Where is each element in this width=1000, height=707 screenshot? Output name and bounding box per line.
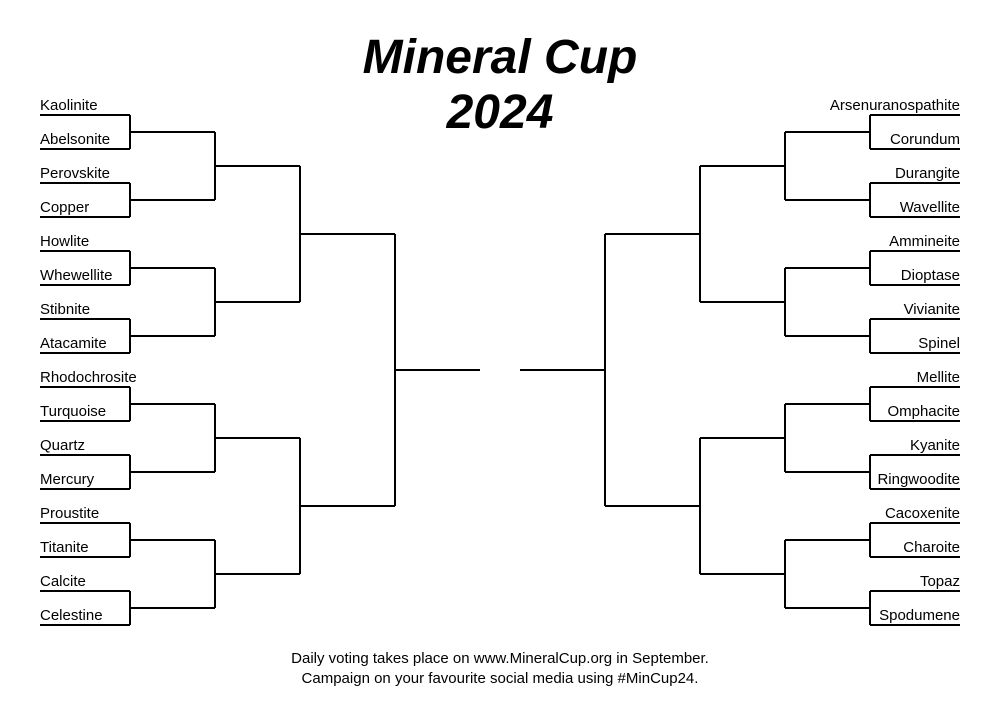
entry-left-13: Titanite bbox=[40, 539, 89, 556]
entry-left-9: Turquoise bbox=[40, 403, 106, 420]
entry-left-14: Calcite bbox=[40, 573, 86, 590]
entry-right-13: Charoite bbox=[903, 539, 960, 556]
footer-line-2: Campaign on your favourite social media … bbox=[0, 670, 1000, 687]
entry-left-3: Copper bbox=[40, 199, 89, 216]
entry-right-10: Kyanite bbox=[910, 437, 960, 454]
entry-left-6: Stibnite bbox=[40, 301, 90, 318]
footer-line-1: Daily voting takes place on www.MineralC… bbox=[0, 650, 1000, 667]
bracket-canvas: Mineral Cup 2024 Daily voting takes plac… bbox=[0, 0, 1000, 707]
entry-right-3: Wavellite bbox=[900, 199, 960, 216]
entry-right-15: Spodumene bbox=[879, 607, 960, 624]
entry-right-11: Ringwoodite bbox=[877, 471, 960, 488]
entry-right-0: Arsenuranospathite bbox=[830, 97, 960, 114]
entry-right-14: Topaz bbox=[920, 573, 960, 590]
entry-left-5: Whewellite bbox=[40, 267, 113, 284]
entry-left-7: Atacamite bbox=[40, 335, 107, 352]
entry-right-4: Ammineite bbox=[889, 233, 960, 250]
entry-right-1: Corundum bbox=[890, 131, 960, 148]
entry-left-12: Proustite bbox=[40, 505, 99, 522]
entry-left-2: Perovskite bbox=[40, 165, 110, 182]
entry-right-9: Omphacite bbox=[887, 403, 960, 420]
entry-right-6: Vivianite bbox=[904, 301, 960, 318]
entry-right-12: Cacoxenite bbox=[885, 505, 960, 522]
entry-left-1: Abelsonite bbox=[40, 131, 110, 148]
entry-left-15: Celestine bbox=[40, 607, 103, 624]
entry-left-8: Rhodochrosite bbox=[40, 369, 137, 386]
entry-right-8: Mellite bbox=[917, 369, 960, 386]
entry-left-11: Mercury bbox=[40, 471, 94, 488]
entry-right-7: Spinel bbox=[918, 335, 960, 352]
entry-right-2: Durangite bbox=[895, 165, 960, 182]
entry-left-0: Kaolinite bbox=[40, 97, 98, 114]
entry-left-10: Quartz bbox=[40, 437, 85, 454]
entry-left-4: Howlite bbox=[40, 233, 89, 250]
entry-right-5: Dioptase bbox=[901, 267, 960, 284]
